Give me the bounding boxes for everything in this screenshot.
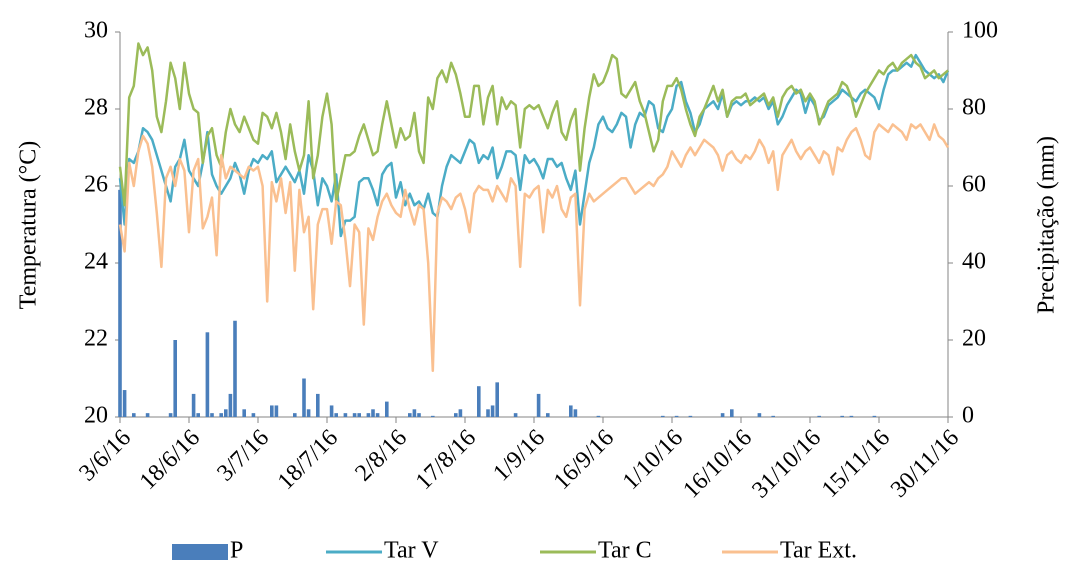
y-tick-label: 26 [84,172,108,198]
y-tick-label: 30 [84,18,108,44]
bar [274,405,279,417]
bar [840,415,844,417]
bar [118,189,122,417]
y2-tick-label: 0 [962,403,974,429]
bar [233,320,237,417]
legend-label: Tar C [598,538,652,564]
legend-label: Tar V [384,538,439,564]
bar [490,405,495,417]
bar [122,390,127,417]
bar [849,415,854,417]
bar [569,405,573,417]
bar [477,386,481,417]
y-tick-label: 20 [84,403,108,429]
bar [495,382,499,417]
bar [375,413,380,417]
bar [270,405,274,417]
y2-tick-label: 80 [962,95,986,121]
y-tick-label: 24 [84,249,108,275]
y-axis-label: Temperatura (°C) [16,141,42,310]
bar [454,413,458,417]
y-tick-label: 28 [84,95,108,121]
legend-swatch [172,544,228,560]
bar [205,332,210,417]
legend-label: P [230,538,243,564]
bar [343,413,348,417]
line [118,123,950,373]
bar [334,413,338,417]
bar [196,413,200,417]
y2-tick-label: 20 [962,326,986,352]
bar [242,409,246,417]
bar [720,413,725,417]
bar [293,413,297,417]
x-tick-label: 16/9/16 [549,425,619,495]
x-tick-label: 31/10/16 [747,425,826,504]
x-tick-label: 18/7/16 [273,425,343,495]
x-tick-label: 3/7/16 [212,425,274,487]
bar [371,409,375,417]
bar [306,409,311,417]
bar [228,393,233,417]
bar [251,413,256,417]
bar [173,340,177,417]
y2-tick-label: 100 [962,18,998,44]
bar [486,409,490,417]
bar [316,393,320,417]
bar [872,415,877,417]
x-tick-label: 3/6/16 [74,425,136,487]
bar [224,409,228,417]
bar [168,413,173,417]
x-tick-label: 1/10/16 [618,425,688,495]
bar [730,409,734,417]
bar [513,413,518,417]
bar [688,415,693,417]
y2-axis-label: Precipitação (mm) [1034,136,1060,314]
bar [771,415,775,417]
bar [536,393,541,417]
bar [661,415,665,417]
x-tick-label: 1/9/16 [488,425,550,487]
bar [546,413,550,417]
bar [219,413,223,417]
bar [573,409,578,417]
bar [357,413,361,417]
line [118,42,949,207]
bar [412,409,417,417]
bar [366,413,371,417]
line [118,53,950,238]
bar [329,405,334,417]
legend-label: Tar Ext. [780,538,857,564]
bar [191,393,196,417]
bar [817,415,821,417]
bar [674,415,679,417]
x-tick-label: 17/8/16 [411,425,481,495]
bar [385,401,389,417]
bar [302,378,306,417]
bar [408,413,412,417]
x-tick-label: 16/10/16 [678,425,757,504]
bar [210,413,214,417]
bar [458,409,463,417]
y2-tick-label: 60 [962,172,986,198]
bar [352,413,357,417]
y-tick-label: 22 [84,326,108,352]
bar [132,413,136,417]
bar [145,413,150,417]
x-tick-label: 2/8/16 [350,425,412,487]
y2-tick-label: 40 [962,249,986,275]
x-tick-label: 15/11/16 [817,425,895,503]
bar [757,413,762,417]
bar [596,415,601,417]
bar [417,413,421,417]
x-tick-label: 30/11/16 [886,425,964,503]
bar [431,415,435,417]
x-tick-label: 18/6/16 [135,425,205,495]
